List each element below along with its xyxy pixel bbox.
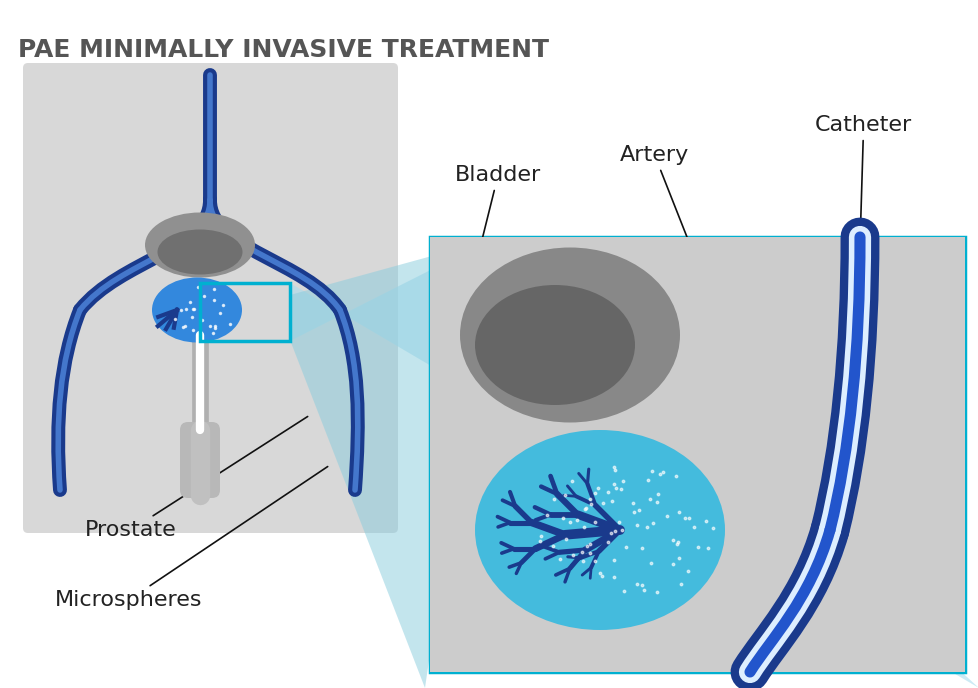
Text: PAE MINIMALLY INVASIVE TREATMENT: PAE MINIMALLY INVASIVE TREATMENT bbox=[18, 38, 549, 62]
Bar bbox=[429, 237, 964, 672]
Ellipse shape bbox=[460, 248, 680, 422]
Text: Artery: Artery bbox=[619, 145, 698, 268]
Ellipse shape bbox=[474, 285, 635, 405]
Ellipse shape bbox=[152, 277, 242, 343]
Ellipse shape bbox=[157, 230, 243, 275]
Text: Catheter: Catheter bbox=[814, 115, 911, 242]
FancyBboxPatch shape bbox=[180, 422, 220, 498]
FancyBboxPatch shape bbox=[195, 303, 344, 533]
FancyBboxPatch shape bbox=[27, 303, 177, 533]
Bar bbox=[429, 237, 964, 672]
Text: Bladder: Bladder bbox=[455, 165, 541, 277]
FancyBboxPatch shape bbox=[22, 63, 398, 533]
Text: Prostate: Prostate bbox=[85, 416, 307, 540]
Bar bbox=[200, 283, 289, 341]
Text: Microspheres: Microspheres bbox=[55, 466, 328, 610]
Ellipse shape bbox=[474, 430, 725, 630]
Ellipse shape bbox=[145, 213, 254, 277]
Polygon shape bbox=[289, 240, 490, 688]
Polygon shape bbox=[289, 240, 978, 688]
